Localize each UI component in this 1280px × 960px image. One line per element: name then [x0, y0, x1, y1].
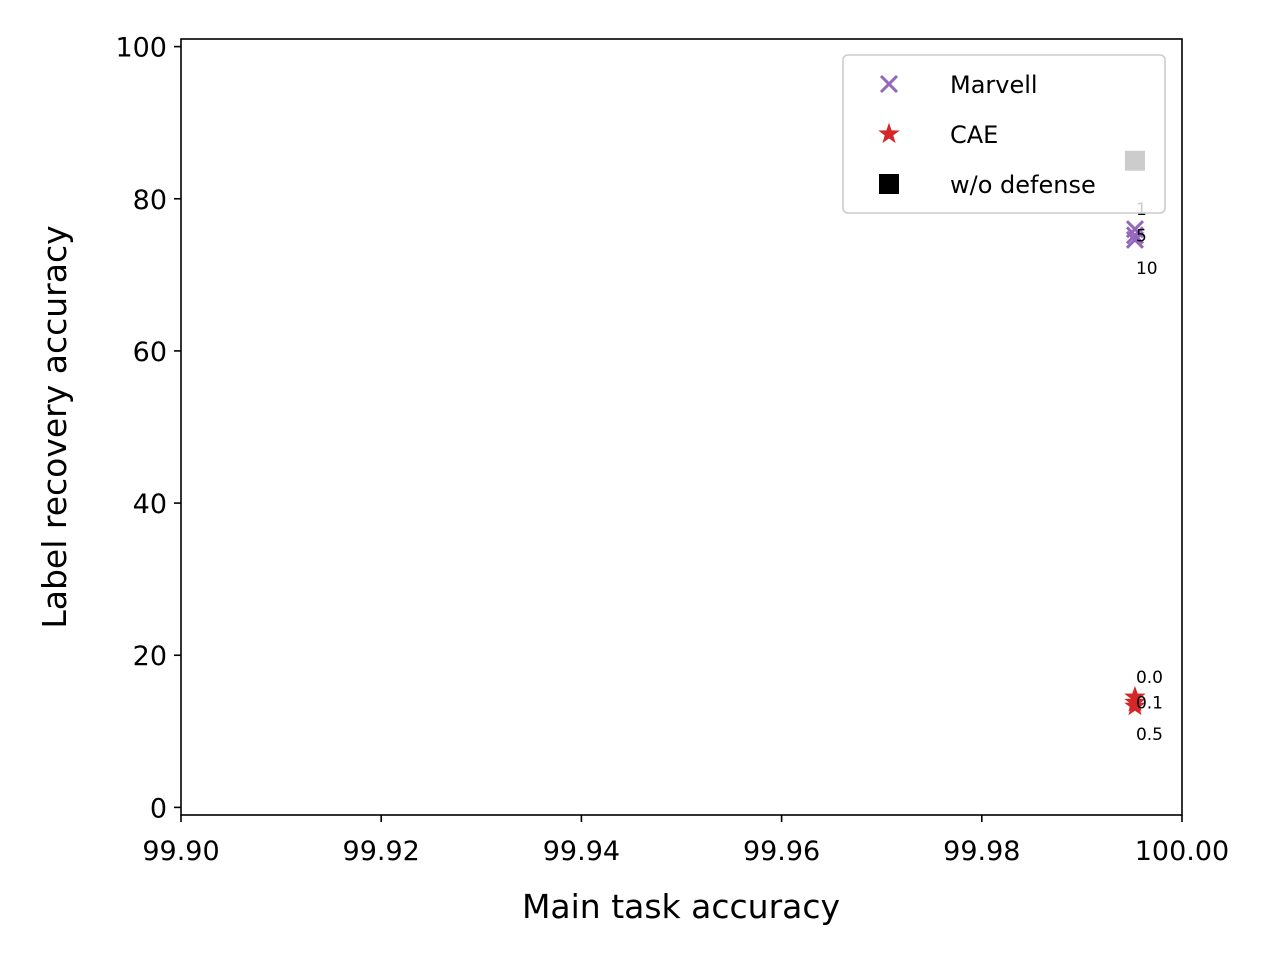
x-tick-label: 99.92 [343, 836, 420, 867]
data-point-x [1125, 230, 1145, 249]
x-axis-title: Main task accuracy [522, 887, 840, 926]
y-tick-label: 100 [115, 33, 167, 64]
y-tick-label: 80 [133, 185, 167, 216]
legend-marker-square [879, 174, 899, 194]
x-tick-label: 99.96 [743, 836, 820, 867]
y-tick-label: 0 [150, 793, 167, 824]
y-axis-ticks: 0 20 40 60 80 100 [115, 33, 181, 824]
point-annotation: 0.5 [1136, 725, 1163, 745]
legend-label: w/o defense [950, 171, 1096, 199]
data-point-x [1125, 226, 1145, 245]
legend-items: Marvell CAE w/o defense [878, 71, 1096, 199]
plot-frame [180, 38, 1183, 816]
y-axis-title: Label recovery accuracy [35, 225, 74, 628]
legend-label: Marvell [950, 71, 1038, 99]
legend-box [842, 54, 1166, 214]
x-tick-label: 99.90 [142, 836, 219, 867]
legend-marker-x [879, 74, 899, 94]
point-annotation: 0.0 [1136, 668, 1163, 688]
data-point-star [1124, 694, 1146, 716]
legend: Marvell CAE w/o defense [842, 54, 1166, 214]
x-axis-ticks: 99.90 99.92 99.94 99.96 99.98 100.00 [142, 815, 1229, 867]
y-tick-label: 60 [133, 337, 167, 368]
x-tick-label: 100.00 [1135, 836, 1229, 867]
x-tick-label: 99.98 [943, 836, 1020, 867]
legend-marker-star [878, 122, 900, 144]
point-annotation: 0.1 [1136, 693, 1163, 713]
y-tick-label: 20 [133, 641, 167, 672]
x-tick-label: 99.94 [543, 836, 620, 867]
point-annotation: 5 [1136, 226, 1147, 246]
y-tick-label: 40 [133, 489, 167, 520]
legend-label: CAE [950, 121, 998, 149]
point-annotation: 10 [1136, 259, 1158, 279]
